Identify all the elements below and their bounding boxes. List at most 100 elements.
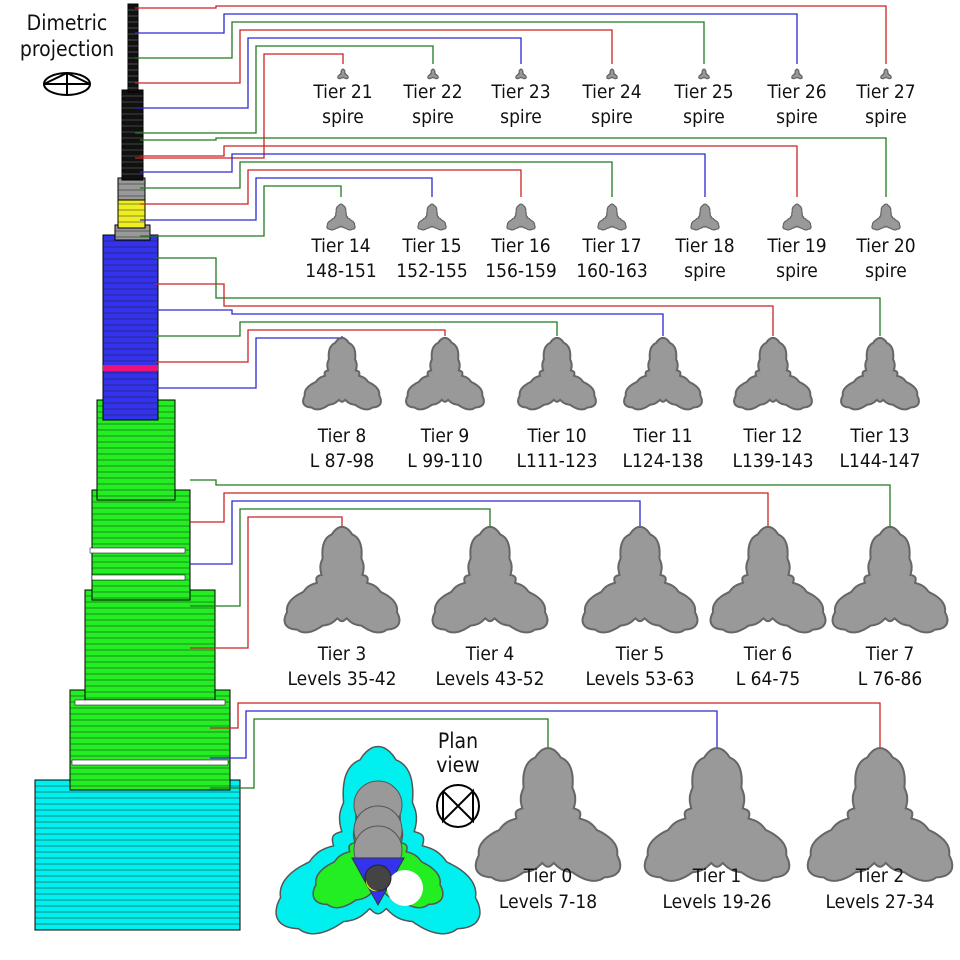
tier-plan-shape [405, 336, 485, 411]
tier-plan-shape [427, 68, 439, 80]
tier-plan-shape [643, 747, 791, 882]
tier-plan-shape [806, 747, 954, 882]
tier-levels: 148-151 [305, 260, 376, 282]
tier-item: Tier 17 160-163 [576, 203, 648, 282]
tier-item: Tier 23 spire [490, 68, 551, 128]
tier-levels: 160-163 [576, 260, 647, 282]
tower-segment [117, 197, 146, 229]
tier-item: Tier 22 spire [402, 68, 463, 128]
tier-item: Tier 5 Levels 53-63 [581, 525, 699, 690]
tower-gap [71, 759, 229, 766]
tier-connector-line [190, 500, 641, 565]
tier-name: Tier 1 [692, 865, 741, 887]
tier-name: Tier 19 [766, 235, 826, 257]
tier-name: Tier 0 [523, 865, 572, 887]
tier-name: Tier 2 [855, 865, 904, 887]
tier-plan-shape [791, 68, 803, 80]
tier-levels: spire [322, 106, 364, 128]
tier-item: Tier 15 152-155 [396, 203, 468, 282]
tier-item: Tier 16 156-159 [485, 203, 557, 282]
tier-levels: spire [500, 106, 542, 128]
tier-connector-line [155, 309, 664, 336]
tier-item: Tier 10 L111-123 [517, 336, 597, 472]
tower-gap [91, 574, 186, 581]
tower-segment [102, 234, 159, 421]
tier-item: Tier 24 spire [581, 68, 642, 128]
tier-name: Tier 12 [742, 425, 802, 447]
tower-segment [121, 89, 144, 181]
tower-dimetric-view [34, 3, 241, 931]
tier-connector-line [155, 321, 558, 337]
tier-levels: L144-147 [840, 450, 921, 472]
tier-name: Tier 4 [465, 643, 514, 665]
tier-levels: spire [865, 260, 907, 282]
tier-name: Tier 22 [402, 81, 462, 103]
tier-plan-shape [871, 203, 901, 231]
tier-connector-line [140, 169, 522, 205]
tier-plan-shape [733, 336, 813, 411]
tier-connector-line [190, 492, 769, 526]
tier-levels: Levels 53-63 [585, 668, 694, 690]
tier-levels: spire [776, 106, 818, 128]
tier-plan-shape [840, 336, 920, 411]
plan-view-drawing [275, 745, 481, 935]
tower-accent-band [103, 365, 158, 371]
tower-segment [69, 689, 231, 791]
tier-connector-line [190, 516, 343, 649]
tier-plan-shape [431, 525, 549, 634]
tier-levels: spire [865, 106, 907, 128]
tier-levels: 156-159 [485, 260, 556, 282]
tier-name: Tier 9 [420, 425, 469, 447]
tower-gap [89, 547, 186, 554]
tower-segment [91, 489, 191, 601]
tier-item: Tier 18 spire [674, 203, 735, 282]
tier-plan-shape [302, 336, 382, 411]
tier-name: Tier 6 [743, 643, 792, 665]
tier-name: Tier 16 [490, 235, 550, 257]
tier-levels: L 99-110 [407, 450, 482, 472]
tier-connector-line [210, 718, 549, 789]
tier-name: Tier 7 [865, 643, 914, 665]
tier-connector-line [135, 21, 705, 64]
tier-levels: 152-155 [396, 260, 467, 282]
tier-plan-shape [517, 336, 597, 411]
tier-connector-line [135, 13, 798, 64]
tier-levels: Levels 35-42 [287, 668, 396, 690]
tier-levels: Levels 7-18 [499, 891, 597, 913]
tier-item: Tier 13 L144-147 [840, 336, 921, 472]
tier-plan-shape [506, 203, 536, 231]
dimetric-projection-icon [43, 71, 91, 96]
tier-connector-line [155, 329, 446, 363]
tier-levels: L 76-86 [858, 668, 923, 690]
tier-plan-shape [283, 525, 401, 634]
tier-name: Tier 17 [581, 235, 641, 257]
connector-lines [135, 5, 891, 789]
tier-item: Tier 21 spire [312, 68, 373, 128]
tier-name: Tier 8 [317, 425, 366, 447]
tier-levels: spire [412, 106, 454, 128]
tier-connector-line [135, 29, 613, 84]
tier-connector-line [210, 710, 718, 759]
tier-connector-line [140, 137, 887, 197]
tier-plan-shape [597, 203, 627, 231]
tier-levels: L124-138 [623, 450, 704, 472]
plan-white-gap [387, 870, 423, 906]
tier-name: Tier 5 [615, 643, 664, 665]
tower-segment [127, 3, 139, 93]
tier-item: Tier 4 Levels 43-52 [431, 525, 549, 690]
tier-item: Tier 0 Levels 7-18 [474, 747, 622, 913]
tier-plan-shape [709, 525, 827, 634]
tier-name: Tier 26 [766, 81, 826, 103]
tier-connector-line [190, 479, 891, 526]
tier-name: Tier 3 [317, 643, 366, 665]
tier-name: Tier 21 [312, 81, 372, 103]
tier-levels: L 64-75 [736, 668, 801, 690]
tier-item: Tier 1 Levels 19-26 [643, 747, 791, 913]
tier-connector-line [210, 702, 881, 748]
tier-connector-line [135, 45, 434, 134]
tier-name: Tier 18 [674, 235, 734, 257]
tier-plan-shape [581, 525, 699, 634]
tier-name: Tier 14 [310, 235, 370, 257]
tier-name: Tier 13 [849, 425, 909, 447]
